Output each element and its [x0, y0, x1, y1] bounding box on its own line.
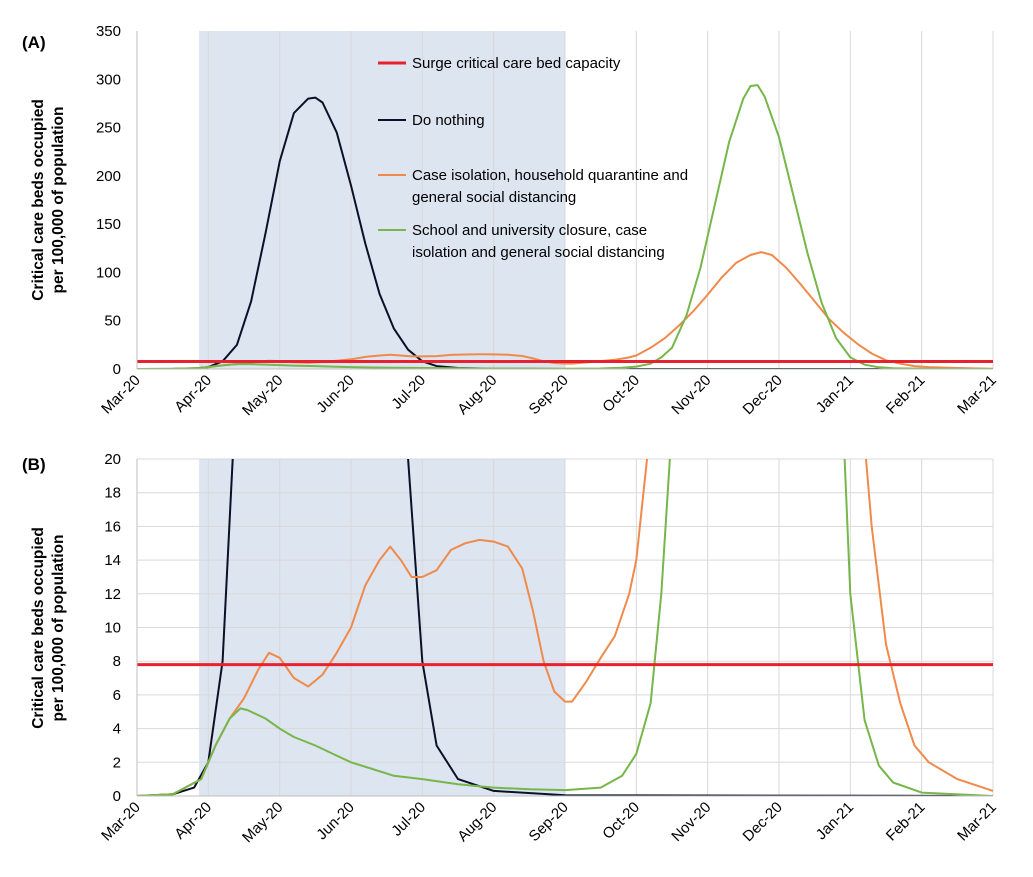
y-tick-label-a-3: 150 — [96, 216, 121, 233]
x-tick-label-b-11: Feb-21 — [883, 799, 929, 845]
x-tick-label-b-1: Apr-20 — [171, 799, 215, 843]
vertical-gridlines-a — [207, 31, 994, 369]
y-tick-labels-b: 0 2 4 6 8 10 12 14 16 18 20 — [104, 451, 121, 805]
series-line-b-1 — [137, 459, 993, 796]
x-tick-label-a-7: Oct-20 — [599, 372, 643, 416]
y-tick-label-a-5: 250 — [96, 120, 121, 137]
panel-a: (A) Critical care beds occupied per 100,… — [22, 23, 1000, 419]
y-tick-label-b-9: 18 — [104, 485, 121, 502]
y-tick-label-a-2: 100 — [96, 264, 121, 281]
y-axis-label-a-line1: Critical care beds occupied — [30, 99, 47, 301]
y-tick-label-b-6: 12 — [104, 586, 121, 603]
x-tick-label-b-6: Sep-20 — [526, 799, 572, 845]
legend-label-school-closure-line2: isolation and general social distancing — [412, 244, 665, 261]
panel-label-a: (A) — [22, 33, 46, 52]
y-tick-label-b-0: 0 — [113, 788, 121, 805]
x-tick-label-a-8: Nov-20 — [668, 372, 714, 418]
y-tick-label-b-7: 14 — [104, 552, 121, 569]
x-tick-label-a-1: Apr-20 — [171, 372, 215, 416]
x-tick-label-a-3: Jun-20 — [313, 372, 357, 416]
x-tick-label-b-3: Jun-20 — [313, 799, 357, 843]
y-tick-label-b-5: 10 — [104, 620, 121, 637]
series-line-a-2 — [137, 84, 993, 369]
y-tick-label-b-8: 16 — [104, 518, 121, 535]
x-tick-label-a-2: May-20 — [239, 372, 286, 419]
y-tick-label-a-6: 300 — [96, 71, 121, 88]
legend: Surge critical care bed capacity Do noth… — [378, 55, 688, 261]
panel-label-b: (B) — [22, 455, 46, 474]
x-tick-label-b-0: Mar-20 — [98, 799, 144, 845]
y-tick-label-a-7: 350 — [96, 23, 121, 40]
x-tick-label-a-11: Feb-21 — [883, 372, 929, 418]
x-tick-label-a-10: Jan-21 — [813, 372, 857, 416]
x-tick-label-b-9: Dec-20 — [740, 799, 786, 845]
y-tick-label-b-1: 2 — [113, 754, 121, 771]
y-axis-label-b-line2: per 100,000 of population — [50, 535, 67, 722]
y-tick-label-a-1: 50 — [104, 313, 121, 330]
legend-label-capacity: Surge critical care bed capacity — [412, 55, 621, 72]
x-tick-labels-b: Mar-20 Apr-20 May-20 Jun-20 Jul-20 Aug-20 Sep-… — [98, 799, 1000, 846]
x-tick-label-a-5: Aug-20 — [454, 372, 500, 418]
legend-label-school-closure-line1: School and university closure, case — [412, 222, 647, 239]
y-axis-label-b-line1: Critical care beds occupied — [30, 527, 47, 729]
y-tick-label-b-4: 8 — [113, 653, 121, 670]
intervention-period-shade-a — [199, 31, 565, 369]
legend-label-do-nothing: Do nothing — [412, 112, 485, 129]
x-tick-label-a-4: Jul-20 — [388, 372, 429, 413]
legend-label-case-isolation-line1: Case isolation, household quarantine and — [412, 167, 688, 184]
x-tick-label-a-9: Dec-20 — [740, 372, 786, 418]
x-tick-label-b-12: Mar-21 — [954, 799, 1000, 845]
y-tick-label-b-3: 6 — [113, 687, 121, 704]
series-line-b-2 — [137, 459, 993, 796]
x-tick-label-b-7: Oct-20 — [599, 799, 643, 843]
series-line-b-0 — [137, 459, 993, 796]
y-tick-label-a-4: 200 — [96, 168, 121, 185]
x-tick-labels-a: Mar-20 Apr-20 May-20 Jun-20 Jul-20 Aug-20 Sep-… — [98, 372, 1000, 419]
y-tick-label-a-0: 0 — [113, 361, 121, 378]
y-axis-label-a-line2: per 100,000 of population — [50, 107, 67, 294]
y-tick-label-b-2: 4 — [113, 721, 121, 738]
y-tick-label-b-10: 20 — [104, 451, 121, 468]
x-tick-label-b-10: Jan-21 — [813, 799, 857, 843]
x-tick-label-b-2: May-20 — [239, 799, 286, 846]
panel-b: (B) Critical care beds occupied per 100,… — [22, 451, 1000, 846]
x-tick-label-a-0: Mar-20 — [98, 372, 144, 418]
x-tick-label-b-4: Jul-20 — [388, 799, 429, 840]
x-tick-label-b-8: Nov-20 — [668, 799, 714, 845]
legend-label-case-isolation-line2: general social distancing — [412, 189, 576, 206]
x-tick-label-b-5: Aug-20 — [454, 799, 500, 845]
x-tick-label-a-6: Sep-20 — [526, 372, 572, 418]
x-tick-label-a-12: Mar-21 — [954, 372, 1000, 418]
series-lines-b — [137, 459, 993, 796]
y-tick-labels-a: 0 50 100 150 200 250 300 350 — [96, 23, 121, 378]
